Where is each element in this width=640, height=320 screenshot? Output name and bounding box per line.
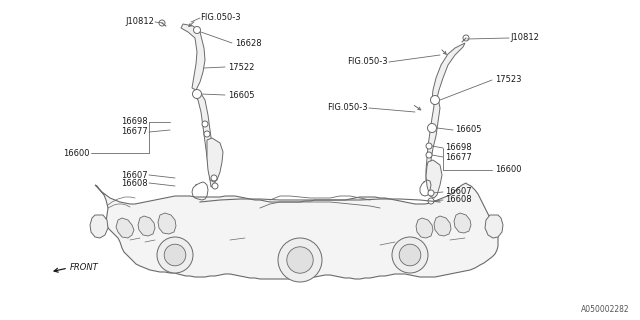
Polygon shape (416, 218, 433, 238)
Polygon shape (90, 215, 108, 238)
Polygon shape (95, 183, 498, 279)
Circle shape (202, 121, 208, 127)
Polygon shape (116, 218, 134, 238)
Text: A050002282: A050002282 (581, 305, 630, 314)
Text: 16608: 16608 (122, 179, 148, 188)
Text: 16605: 16605 (455, 125, 481, 134)
Circle shape (212, 183, 218, 189)
Text: 16607: 16607 (445, 188, 472, 196)
Polygon shape (181, 24, 205, 90)
Polygon shape (432, 43, 465, 102)
Circle shape (164, 244, 186, 266)
Polygon shape (434, 216, 451, 236)
Text: 16600: 16600 (63, 148, 90, 157)
Text: 16600: 16600 (495, 165, 522, 174)
Text: 16677: 16677 (445, 153, 472, 162)
Polygon shape (138, 216, 155, 236)
Polygon shape (207, 138, 223, 182)
Polygon shape (158, 213, 176, 234)
Text: 16605: 16605 (228, 91, 255, 100)
Circle shape (392, 237, 428, 273)
Text: J10812: J10812 (125, 18, 154, 27)
Text: 17522: 17522 (228, 62, 254, 71)
Text: 16607: 16607 (122, 171, 148, 180)
Circle shape (193, 27, 200, 34)
Circle shape (428, 190, 434, 196)
Circle shape (287, 247, 313, 273)
Circle shape (426, 152, 432, 158)
Text: 17523: 17523 (495, 76, 522, 84)
Circle shape (211, 175, 217, 181)
Text: FIG.050-3: FIG.050-3 (200, 13, 241, 22)
Text: FIG.050-3: FIG.050-3 (328, 103, 368, 113)
Text: 16698: 16698 (122, 117, 148, 126)
Polygon shape (193, 92, 215, 187)
Polygon shape (426, 160, 442, 198)
Text: FIG.050-3: FIG.050-3 (348, 58, 388, 67)
Text: 16628: 16628 (235, 38, 262, 47)
Polygon shape (485, 215, 503, 238)
Polygon shape (426, 98, 440, 180)
Circle shape (193, 90, 202, 99)
Circle shape (204, 131, 210, 137)
Text: 16608: 16608 (445, 196, 472, 204)
Circle shape (428, 198, 434, 204)
Circle shape (278, 238, 322, 282)
Text: 16677: 16677 (121, 127, 148, 137)
Circle shape (157, 237, 193, 273)
Circle shape (431, 95, 440, 105)
Polygon shape (454, 213, 471, 233)
Text: 16698: 16698 (445, 143, 472, 153)
Circle shape (426, 143, 432, 149)
Text: J10812: J10812 (510, 34, 539, 43)
Text: FRONT: FRONT (70, 263, 99, 273)
Circle shape (428, 124, 436, 132)
Circle shape (399, 244, 421, 266)
